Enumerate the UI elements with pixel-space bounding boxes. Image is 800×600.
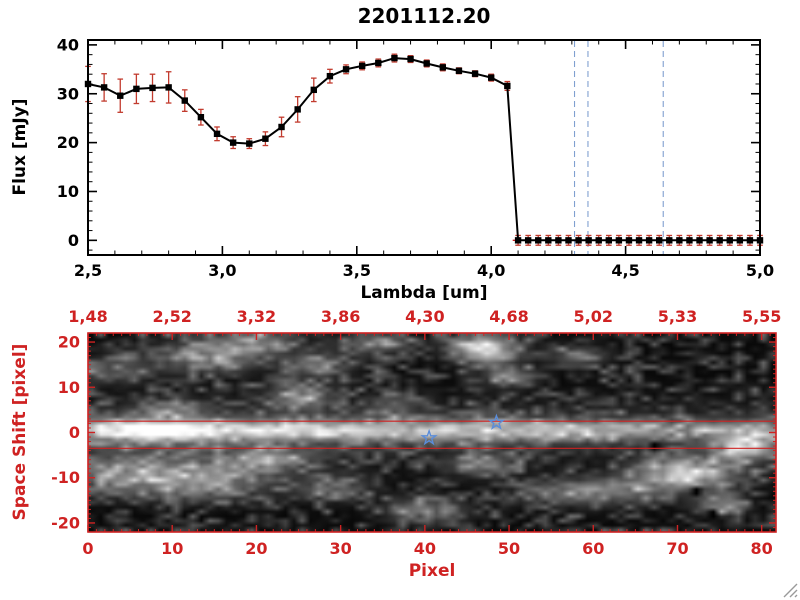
spectrum-marker bbox=[615, 237, 623, 244]
space-shift-tick-label: -20 bbox=[51, 513, 80, 532]
x-tick-label: 3,5 bbox=[343, 261, 371, 280]
wavelength-tick-label: 4,30 bbox=[405, 307, 444, 326]
spectrum-marker bbox=[326, 72, 334, 80]
y-tick-label: 0 bbox=[68, 231, 79, 250]
star-marker bbox=[420, 428, 438, 446]
pixel-tick-label: 40 bbox=[414, 539, 436, 558]
pixel-tick-label: 0 bbox=[82, 539, 93, 558]
y-tick-label: 10 bbox=[57, 182, 79, 201]
pixel-tick-label: 20 bbox=[245, 539, 267, 558]
y-tick-label: 40 bbox=[57, 35, 79, 54]
spectrum-marker bbox=[100, 84, 108, 91]
pixel-tick-label: 30 bbox=[329, 539, 351, 558]
spectrum-line bbox=[87, 57, 760, 242]
wavelength-tick-label: 4,68 bbox=[489, 307, 528, 326]
spectrum-marker bbox=[181, 97, 188, 104]
space-shift-axis-label: Space Shift [pixel] bbox=[10, 343, 30, 521]
pixel-tick-label: 50 bbox=[498, 539, 520, 558]
spectrum-marker bbox=[696, 237, 703, 244]
spectrum-marker bbox=[575, 237, 582, 244]
flux-spectrum-chart: 2,5 3,0 3,5 4,0 4,5 5,0 0 10 20 30 40 bbox=[57, 35, 774, 280]
x-tick-label: 4,5 bbox=[611, 261, 639, 280]
pixel-tick-label: 80 bbox=[751, 539, 773, 558]
y-tick-label: 20 bbox=[57, 133, 79, 152]
space-shift-tick-label: 20 bbox=[58, 333, 80, 352]
spectrum-marker bbox=[262, 135, 269, 142]
spectral-image-axes: 0 1,48 10 2,52 20 3,32 30 3,86 40 4,30 50 4,68 60 5,0… bbox=[51, 307, 781, 558]
spectrum-marker bbox=[358, 62, 366, 70]
star-marker bbox=[487, 413, 506, 430]
resize-grip-icon[interactable] bbox=[780, 580, 798, 598]
wavelength-tick-label: 1,48 bbox=[68, 307, 107, 326]
spectrum-marker bbox=[342, 66, 350, 73]
spectrum-marker bbox=[246, 140, 253, 147]
pixel-axis-label: Pixel bbox=[408, 561, 456, 581]
spectrum-marker bbox=[585, 237, 592, 244]
spectrum-marker bbox=[471, 70, 479, 77]
wavelength-tick-label: 5,33 bbox=[658, 307, 697, 326]
pixel-tick-label: 60 bbox=[582, 539, 604, 558]
spectrum-marker bbox=[149, 84, 156, 92]
spectrum-marker bbox=[524, 237, 532, 244]
spectrum-marker bbox=[736, 237, 744, 244]
spectrum-marker bbox=[545, 237, 552, 244]
lambda-axis-label: Lambda [um] bbox=[360, 283, 488, 303]
x-tick-label: 3,0 bbox=[208, 261, 236, 280]
spectrum-marker bbox=[706, 237, 713, 244]
spectrum-marker bbox=[165, 84, 172, 91]
spectrum-marker bbox=[676, 237, 683, 244]
spectrum-marker bbox=[391, 54, 398, 62]
spectrum-marker bbox=[645, 237, 653, 244]
x-tick-label: 5,0 bbox=[746, 261, 774, 280]
spectral-image bbox=[88, 333, 776, 532]
spectrum-marker bbox=[605, 237, 612, 244]
spectrum-marker bbox=[635, 237, 643, 244]
spectrum-marker bbox=[726, 237, 733, 244]
pixel-tick-label: 10 bbox=[161, 539, 183, 558]
wavelength-tick-label: 3,32 bbox=[237, 307, 276, 326]
spectrum-marker bbox=[504, 82, 511, 90]
wavelength-tick-label: 5,02 bbox=[574, 307, 613, 326]
spectrum-marker bbox=[666, 237, 673, 244]
spectrum-marker bbox=[375, 59, 382, 67]
spectrum-marker bbox=[423, 60, 430, 67]
spectrum-marker bbox=[278, 123, 285, 131]
space-shift-tick-label: -10 bbox=[51, 468, 80, 487]
wavelength-tick-label: 2,52 bbox=[152, 307, 191, 326]
spectrum-marker bbox=[746, 237, 754, 244]
spectrum-marker bbox=[407, 55, 414, 63]
space-shift-tick-label: 0 bbox=[69, 423, 80, 442]
spectrum-marker bbox=[514, 237, 522, 244]
spectrum-marker bbox=[565, 237, 572, 244]
wavelength-tick-label: 5,55 bbox=[742, 307, 781, 326]
spectrum-marker bbox=[686, 237, 693, 244]
spectrum-marker bbox=[555, 237, 562, 244]
spectrum-marker bbox=[716, 237, 723, 244]
spectrum-marker bbox=[535, 237, 542, 244]
pixel-tick-label: 70 bbox=[666, 539, 688, 558]
spectrum-marker bbox=[488, 74, 495, 81]
chart-title: 2201112.20 bbox=[357, 4, 491, 28]
spectrum-marker bbox=[455, 67, 463, 74]
spectrum-marker bbox=[625, 237, 633, 244]
wavelength-tick-label: 3,86 bbox=[321, 307, 360, 326]
spectrum-marker bbox=[656, 237, 663, 244]
x-tick-label: 2,5 bbox=[74, 261, 102, 280]
x-tick-label: 4,0 bbox=[477, 261, 505, 280]
spectrum-marker bbox=[439, 64, 447, 71]
spectrum-marker bbox=[117, 92, 124, 99]
spectrum-marker bbox=[133, 85, 140, 93]
spectrum-marker bbox=[310, 86, 317, 94]
space-shift-tick-label: 10 bbox=[58, 378, 80, 397]
spectrum-marker bbox=[197, 114, 205, 121]
spectrum-marker bbox=[213, 130, 221, 138]
spectrum-marker bbox=[595, 237, 602, 244]
y-tick-label: 30 bbox=[57, 84, 79, 103]
spectrum-marker bbox=[229, 139, 237, 146]
spectrum-marker bbox=[294, 106, 301, 113]
